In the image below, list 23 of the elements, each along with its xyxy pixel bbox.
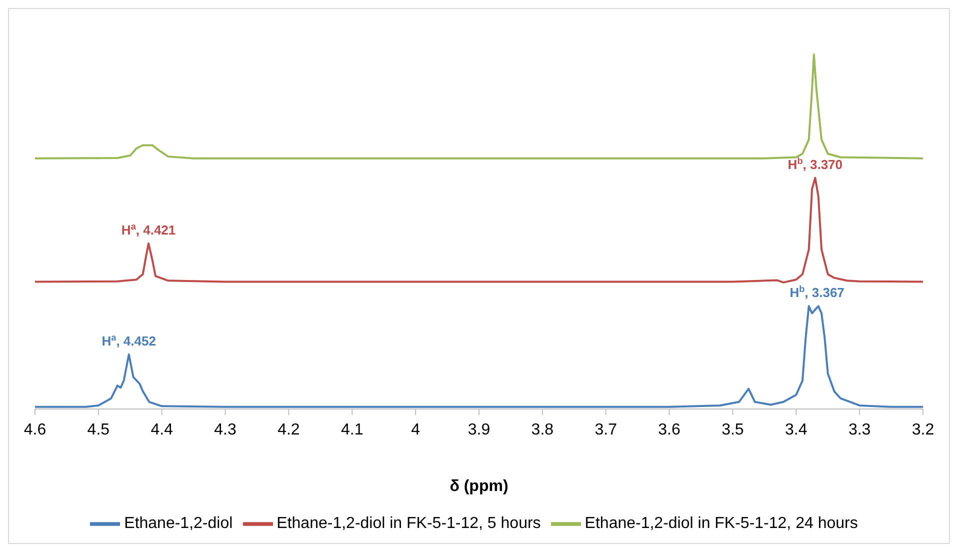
x-tick-label: 4.2 [278, 421, 300, 438]
x-tick-label: 3.9 [468, 421, 490, 438]
legend-label: Ethane-1,2-diol [124, 515, 233, 532]
x-tick-label: 4.1 [341, 421, 364, 438]
annotation: H$^{a}$, 4.421 [121, 221, 176, 238]
annotation: H$^{b}$, 3.367 [790, 284, 844, 300]
legend-label: Ethane-1,2-diol in FK-5-1-12, 24 hours [584, 515, 858, 532]
x-tick-label: 4.6 [24, 421, 46, 438]
x-tick-label: 3.6 [658, 421, 681, 438]
annotation: H$^{a}$, 4.452 [102, 332, 156, 348]
annotation: H$^{b}$, 3.370 [788, 156, 843, 172]
x-tick-label: 3.7 [594, 421, 618, 438]
x-tick-label: 4.4 [150, 421, 174, 438]
x-tick-label: 3.2 [912, 421, 934, 438]
x-tick-label: 4.5 [87, 421, 110, 438]
x-tick-label: 4 [411, 421, 420, 438]
x-tick-label: 3.5 [722, 421, 744, 438]
x-tick-label: 4.3 [214, 421, 237, 438]
x-axis-title: δ (ppm) [450, 478, 508, 495]
x-tick-label: 3.4 [785, 421, 808, 438]
legend-label: Ethane-1,2-diol in FK-5-1-12, 5 hours [276, 515, 541, 532]
x-tick-label: 3.8 [531, 421, 554, 438]
x-tick-label: 3.3 [848, 421, 871, 438]
